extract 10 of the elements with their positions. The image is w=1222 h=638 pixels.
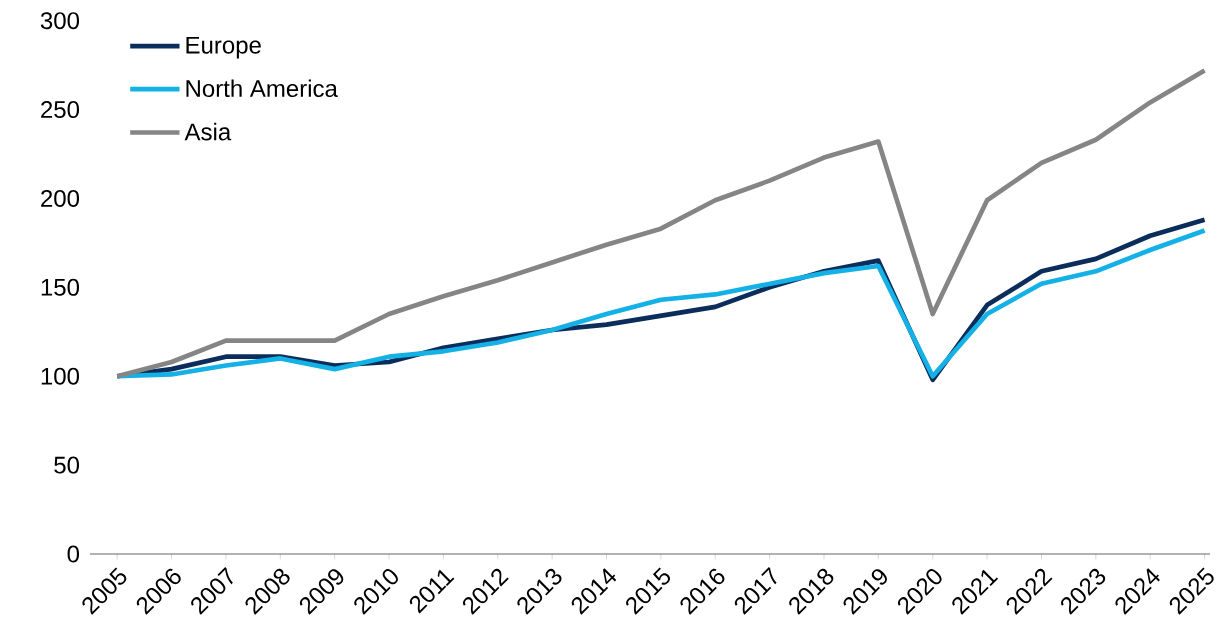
y-tick-label: 50 [54, 456, 80, 474]
legend-label: Europe [186, 36, 261, 59]
y-tick-label: 300 [40, 12, 80, 30]
y-tick-label: 200 [41, 189, 80, 207]
y-tick-label: 150 [41, 278, 80, 296]
legend-label: Asia [184, 122, 232, 141]
y-tick-label: 250 [41, 101, 80, 119]
y-tick-label: 0 [67, 545, 80, 563]
legend-label: North America [186, 79, 338, 98]
y-tick-label: 100 [41, 367, 80, 385]
